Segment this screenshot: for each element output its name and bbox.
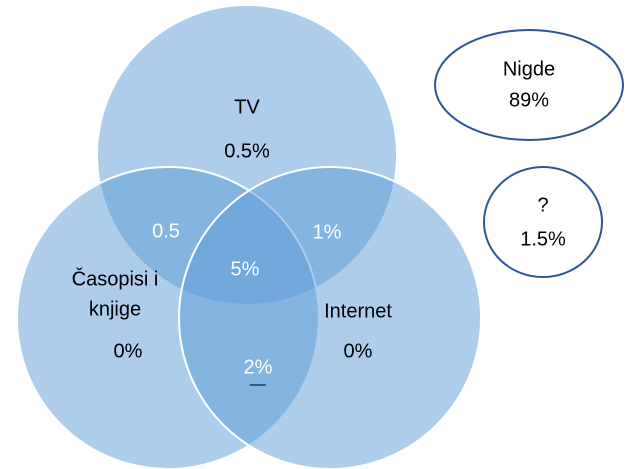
set-label: knjige: [89, 298, 141, 320]
set-value: 0.5%: [224, 140, 270, 162]
overlap-value: 0.5: [152, 220, 180, 242]
set-value: 0%: [344, 340, 373, 362]
set-value: 0%: [114, 340, 143, 362]
outside-value: 1.5%: [520, 228, 566, 250]
nigde-ellipse: [434, 29, 624, 141]
set-label: Internet: [324, 300, 392, 322]
unknown-ellipse: [483, 166, 603, 278]
set-label: TV: [234, 96, 260, 118]
set-label: Časopisi i: [72, 267, 159, 290]
outside-label: ?: [537, 194, 548, 216]
internet-circle: [178, 166, 482, 469]
outside-label: Nigde: [503, 58, 555, 80]
outside-value: 89%: [509, 89, 549, 111]
overlap-value: 2%: [244, 356, 273, 378]
overlap-value: 1%: [313, 221, 342, 243]
overlap-value: 5%: [231, 258, 260, 280]
circles: [16, 4, 482, 469]
